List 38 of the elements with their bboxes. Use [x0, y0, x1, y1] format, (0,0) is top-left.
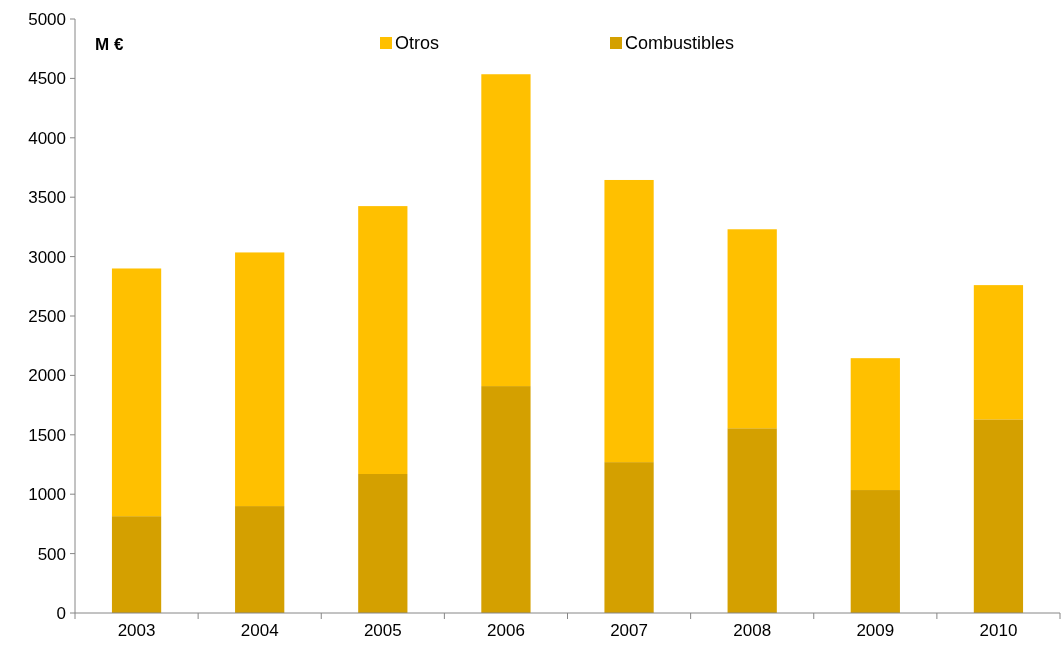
- x-tick-label: 2009: [856, 621, 895, 640]
- y-tick-label: 4000: [28, 128, 66, 148]
- bar: [727, 229, 777, 429]
- y-tick-label: 0: [56, 603, 66, 623]
- bar: [358, 206, 408, 474]
- x-tick-label: 2008: [733, 621, 772, 640]
- bar: [604, 179, 654, 463]
- y-tick-label: 3000: [28, 247, 66, 267]
- y-tick-label: 1500: [28, 425, 66, 445]
- x-tick-label: 2010: [979, 621, 1018, 640]
- bar: [850, 490, 900, 613]
- y-tick-label: 5000: [28, 9, 66, 29]
- x-tick-label: 2007: [610, 621, 648, 640]
- bar: [235, 506, 285, 613]
- bar: [481, 74, 531, 387]
- x-tick-label: 2006: [487, 621, 525, 640]
- bar: [727, 428, 777, 613]
- y-tick-label: 2000: [28, 366, 66, 386]
- bar: [604, 462, 654, 613]
- y-tick-label: 2500: [28, 306, 66, 326]
- y-tick-label: 500: [37, 544, 66, 564]
- x-tick-label: 2005: [363, 621, 402, 640]
- bar: [481, 386, 531, 613]
- bar: [111, 268, 162, 517]
- x-tick-label: 2004: [240, 621, 279, 640]
- bar: [850, 358, 900, 491]
- bar: [235, 252, 285, 507]
- annotation: M €: [95, 35, 124, 54]
- y-tick-label: 1000: [28, 485, 66, 505]
- bar: [111, 516, 162, 613]
- y-tick-label: 4500: [28, 69, 66, 89]
- bar: [973, 285, 1024, 420]
- bar: [358, 474, 408, 613]
- legend-label: Combustibles: [625, 33, 735, 53]
- y-tick-label: 3500: [28, 188, 66, 208]
- legend-label: Otros: [395, 33, 440, 53]
- x-tick-label: 2003: [117, 621, 156, 640]
- bar: [973, 419, 1024, 613]
